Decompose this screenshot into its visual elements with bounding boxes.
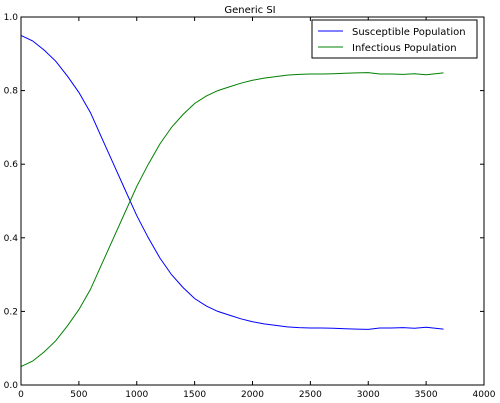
x-tick-label: 1500 <box>183 390 206 400</box>
x-tick-label: 0 <box>18 390 24 400</box>
x-tick-label: 1000 <box>125 390 148 400</box>
chart-title: Generic SI <box>224 5 275 16</box>
y-tick-label: 0.2 <box>4 307 18 317</box>
legend-label-infectious: Infectious Population <box>352 43 457 54</box>
x-tick-label: 2500 <box>299 390 322 400</box>
x-tick-label: 2000 <box>241 390 264 400</box>
x-tick-label: 500 <box>70 390 87 400</box>
y-tick-label: 0.0 <box>4 381 19 391</box>
x-tick-label: 4000 <box>473 390 496 400</box>
legend: Susceptible Population Infectious Popula… <box>312 20 477 58</box>
x-tick-label: 3500 <box>415 390 438 400</box>
legend-label-susceptible: Susceptible Population <box>352 27 466 38</box>
y-tick-label: 0.6 <box>4 160 19 170</box>
y-tick-label: 0.4 <box>4 234 19 244</box>
y-tick-label: 1.0 <box>4 13 19 23</box>
y-tick-label: 0.8 <box>4 87 19 97</box>
x-tick-label: 3000 <box>357 390 380 400</box>
